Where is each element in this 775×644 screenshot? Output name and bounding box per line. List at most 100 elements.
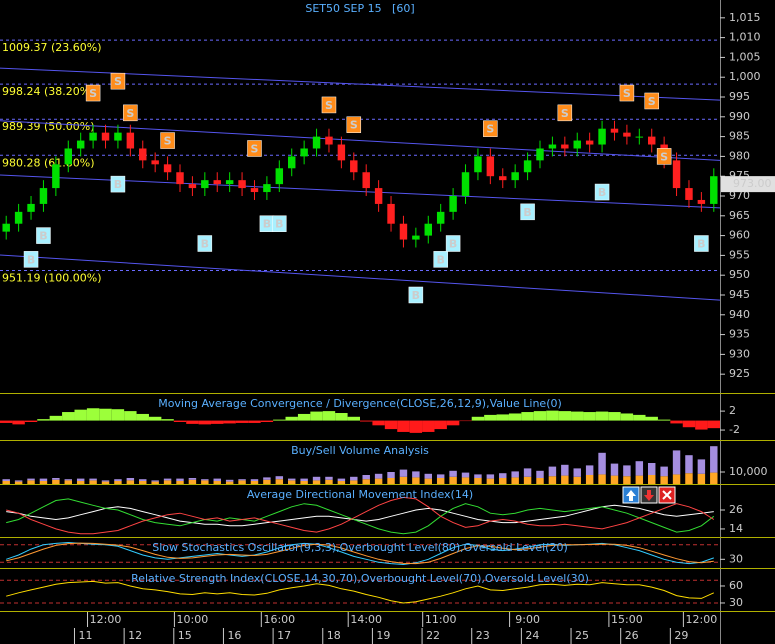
signal-marker	[644, 92, 659, 110]
candle-body	[238, 180, 246, 189]
signal-label: B	[201, 238, 209, 251]
volume-bar	[312, 480, 321, 484]
last-price-label: 973.00	[733, 177, 772, 190]
volume-bar	[561, 464, 569, 476]
y-tick-label: 990	[729, 110, 750, 123]
volume-bar	[436, 474, 445, 478]
volume-bar	[263, 477, 271, 480]
candle-body	[623, 132, 631, 137]
volume-bar	[685, 473, 693, 484]
volume-bar	[486, 478, 495, 484]
macd-bar	[74, 409, 87, 421]
x-day-label: 11	[78, 629, 92, 642]
macd-bar	[37, 419, 50, 421]
candle-body	[76, 140, 85, 149]
panel-title: Moving Average Convergence / Divergence(…	[158, 397, 562, 410]
x-day-label: 22	[426, 629, 440, 642]
x-day-label: 12	[128, 629, 142, 642]
macd-bar	[484, 414, 497, 421]
x-time-label: 14:00	[350, 613, 382, 626]
macd-bar	[471, 416, 485, 421]
volume-bar	[710, 446, 718, 473]
volume-bar	[710, 472, 718, 484]
macd-bar	[148, 416, 162, 421]
y-tick-label: 30	[729, 596, 743, 609]
volume-bar	[461, 477, 470, 484]
x-day-label: 24	[525, 629, 539, 642]
volume-bar	[139, 479, 147, 481]
x-day-label: 15	[178, 629, 192, 642]
volume-bar	[288, 480, 296, 484]
volume-bar	[424, 478, 432, 484]
macd-bar	[24, 420, 38, 422]
volume-bar	[623, 476, 631, 484]
candle-body	[449, 196, 457, 212]
candle-body	[536, 148, 544, 161]
indicator-line	[6, 504, 714, 527]
y-tick-label: 935	[729, 328, 750, 341]
macd-bar	[645, 416, 658, 421]
x-day-label: 17	[277, 629, 291, 642]
volume-bar	[139, 481, 147, 484]
signal-marker	[110, 175, 126, 193]
y-tick-label: 995	[729, 90, 750, 103]
signal-marker	[247, 140, 262, 157]
volume-bar	[672, 450, 681, 475]
macd-bar	[546, 410, 559, 421]
candle-body	[2, 223, 10, 232]
candle-body	[176, 172, 184, 185]
volume-bar	[623, 465, 631, 477]
volume-bar	[412, 471, 420, 478]
volume-bar	[648, 463, 656, 475]
signal-marker	[321, 96, 337, 114]
fib-label: 951.19 (100.00%)	[2, 271, 102, 284]
volume-bar	[573, 468, 581, 477]
macd-bar	[161, 419, 174, 421]
volume-bar	[163, 480, 172, 484]
fib-label: 980.28 (61.80%)	[2, 156, 95, 169]
signal-label: B	[436, 253, 444, 266]
candle-body	[412, 235, 420, 240]
candle-body	[685, 188, 693, 200]
volume-bar	[337, 481, 346, 484]
volume-bar	[573, 476, 581, 484]
signal-label: B	[263, 218, 271, 231]
macd-bar	[508, 413, 522, 421]
volume-bar	[126, 478, 135, 481]
volume-bar	[697, 473, 706, 484]
macd-bar	[422, 420, 435, 432]
x-day-label: 19	[376, 629, 390, 642]
volume-bar	[660, 466, 668, 477]
volume-bar	[449, 470, 457, 477]
signal-label: S	[561, 107, 569, 120]
signal-label: S	[164, 135, 172, 148]
signal-marker	[520, 203, 535, 221]
volume-bar	[635, 475, 644, 484]
down-arrow-icon	[644, 490, 654, 501]
trend-line	[0, 174, 721, 209]
y-tick-label: 1,005	[729, 50, 761, 63]
signal-marker	[123, 104, 138, 122]
volume-bar	[598, 452, 606, 475]
volume-bar	[548, 466, 557, 477]
up-arrow-icon	[626, 490, 636, 501]
candle-body	[374, 188, 383, 204]
volume-bar	[561, 475, 569, 484]
signal-marker	[433, 251, 448, 268]
signal-marker	[160, 132, 175, 149]
volume-bar	[76, 481, 85, 484]
volume-bar	[39, 478, 48, 481]
macd-bar	[409, 420, 423, 433]
candle-body	[213, 180, 221, 185]
signal-label: B	[275, 218, 283, 231]
volume-bar	[163, 478, 172, 481]
volume-bar	[14, 481, 23, 484]
candle-body	[263, 184, 271, 193]
candle-body	[511, 172, 519, 181]
candle-body	[250, 188, 259, 193]
signal-marker	[85, 84, 101, 102]
candle-body	[424, 223, 432, 236]
volume-bar	[39, 481, 48, 484]
candle-body	[312, 136, 321, 149]
signal-label: B	[697, 238, 705, 251]
